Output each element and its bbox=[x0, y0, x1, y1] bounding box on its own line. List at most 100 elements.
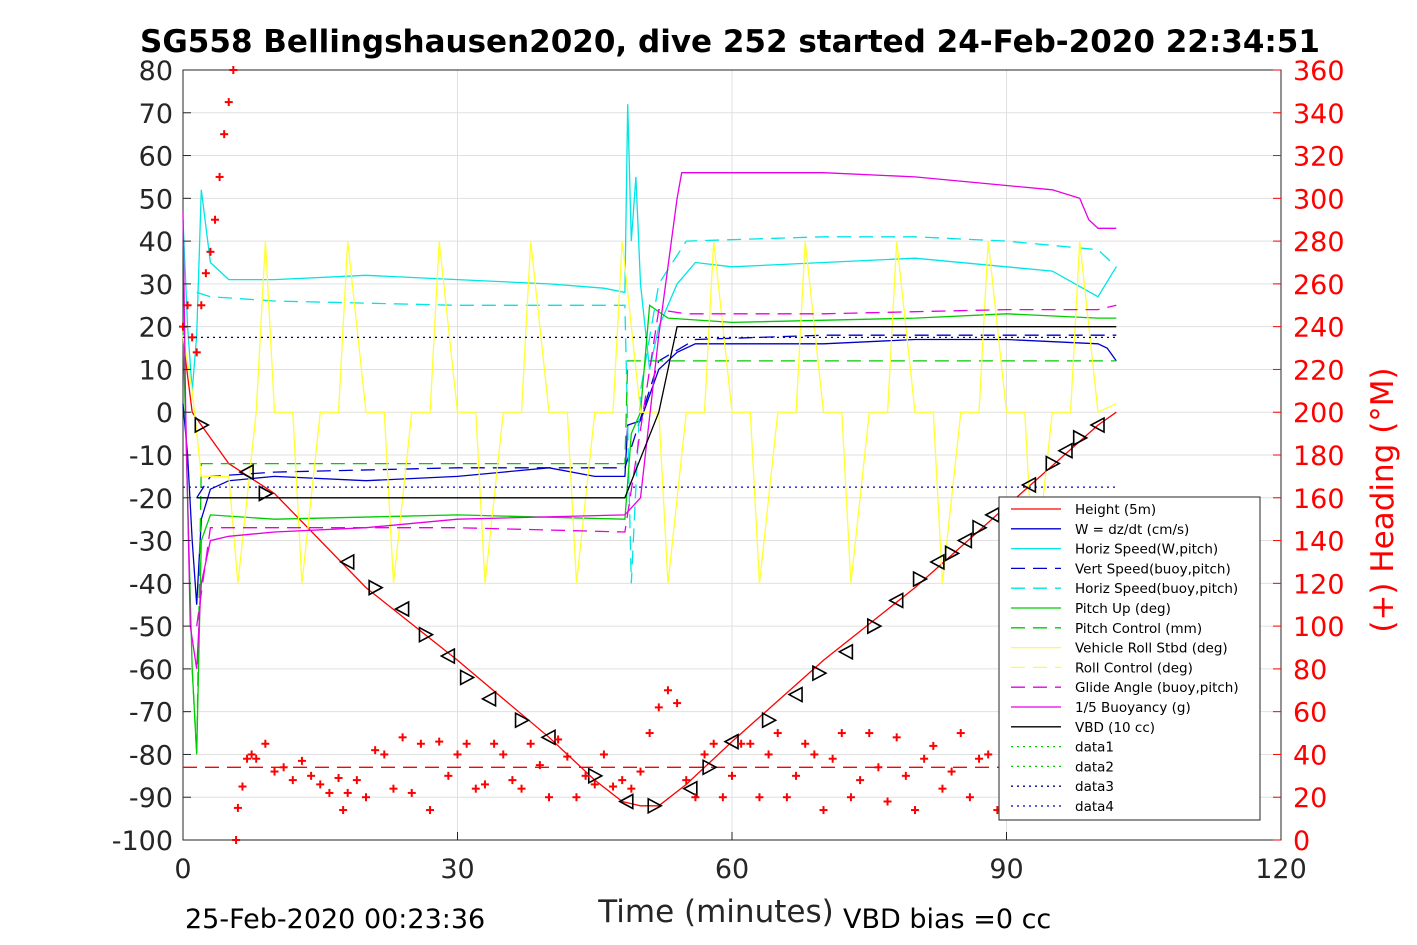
heading-point bbox=[764, 750, 773, 759]
y2-tick-label: 360 bbox=[1293, 56, 1345, 87]
x-tick-label: 90 bbox=[989, 854, 1023, 885]
y2-axis-label: (+) Heading (°M) bbox=[1365, 367, 1401, 632]
heading-point bbox=[618, 776, 627, 785]
heading-point bbox=[453, 750, 462, 759]
legend-label: VBD (10 cc) bbox=[1075, 720, 1155, 736]
heading-point bbox=[201, 269, 210, 278]
series-layer bbox=[182, 104, 1117, 807]
vbd-marker bbox=[514, 711, 531, 729]
heading-point bbox=[297, 756, 306, 765]
heading-point bbox=[883, 797, 892, 806]
heading-point bbox=[965, 793, 974, 802]
heading-point bbox=[398, 733, 407, 742]
heading-point bbox=[279, 763, 288, 772]
heading-point bbox=[339, 806, 348, 815]
heading-point bbox=[892, 733, 901, 742]
heading-point bbox=[232, 836, 241, 844]
legend-label: Horiz Speed(W,pitch) bbox=[1075, 542, 1218, 558]
y2-tick-label: 20 bbox=[1293, 783, 1327, 814]
legend-label: Pitch Up (deg) bbox=[1075, 601, 1171, 617]
vbd-marker bbox=[393, 600, 410, 618]
heading-point bbox=[801, 739, 810, 748]
heading-point bbox=[252, 754, 261, 763]
heading-point bbox=[243, 754, 252, 763]
heading-point bbox=[837, 729, 846, 738]
legend-label: data4 bbox=[1075, 799, 1114, 815]
heading-point bbox=[599, 750, 608, 759]
heading-point bbox=[183, 301, 192, 310]
heading-point bbox=[782, 793, 791, 802]
heading-point bbox=[229, 66, 238, 74]
heading-point bbox=[444, 771, 453, 780]
y2-tick-label: 80 bbox=[1293, 655, 1327, 686]
heading-point bbox=[938, 784, 947, 793]
heading-point bbox=[810, 750, 819, 759]
vbd-markers-layer bbox=[194, 416, 1105, 815]
y-tick-label: 30 bbox=[139, 270, 173, 301]
vbd-marker bbox=[1045, 455, 1061, 472]
heading-point bbox=[238, 782, 247, 791]
y2-tick-label: 140 bbox=[1293, 527, 1345, 558]
heading-point bbox=[773, 729, 782, 738]
x-tick-label: 0 bbox=[174, 854, 191, 885]
legend-label: data2 bbox=[1075, 759, 1114, 775]
footer-vbd-bias: VBD bias =0 cc bbox=[843, 904, 1051, 935]
heading-point bbox=[261, 739, 270, 748]
vbd-marker bbox=[944, 545, 961, 562]
heading-point bbox=[192, 348, 201, 357]
heading-point bbox=[609, 782, 618, 791]
heading-point bbox=[819, 806, 828, 815]
y-tick-label: 20 bbox=[139, 313, 173, 344]
heading-point bbox=[691, 793, 700, 802]
heading-point bbox=[828, 754, 837, 763]
heading-point bbox=[535, 761, 544, 770]
series-vehicle-roll-stbd-deg bbox=[182, 241, 1117, 584]
heading-point bbox=[307, 771, 316, 780]
legend-label: Horiz Speed(buoy,pitch) bbox=[1075, 581, 1238, 597]
vbd-marker bbox=[723, 733, 739, 750]
heading-point bbox=[874, 763, 883, 772]
heading-point bbox=[407, 788, 416, 797]
heading-point bbox=[709, 739, 718, 748]
heading-point bbox=[911, 806, 919, 815]
vbd-marker bbox=[540, 728, 556, 746]
y2-tick-label: 200 bbox=[1293, 398, 1345, 429]
heading-point bbox=[490, 739, 499, 748]
heading-point bbox=[929, 741, 938, 750]
vbd-marker bbox=[761, 711, 778, 729]
heading-point bbox=[380, 750, 389, 759]
y-tick-label: 10 bbox=[139, 355, 173, 386]
series-pitch-control-mm bbox=[191, 360, 1117, 755]
legend-label: Vehicle Roll Stbd (deg) bbox=[1075, 641, 1228, 657]
y-tick-label: -70 bbox=[129, 698, 173, 729]
legend-label: 1/5 Buoyancy (g) bbox=[1075, 700, 1191, 716]
vbd-marker bbox=[972, 519, 988, 537]
vbd-marker bbox=[837, 643, 854, 661]
y-axis-left: 80 70 60 50 40 30 20 10 0 -10 -20 -30 -40 -50 -60 -70 -8… bbox=[112, 56, 191, 857]
y2-tick-label: 320 bbox=[1293, 142, 1345, 173]
heading-point bbox=[947, 767, 956, 776]
vbd-marker bbox=[647, 797, 663, 815]
y-tick-label: -100 bbox=[112, 826, 173, 857]
legend: Height (5m) W = dz/dt (cm/s) Horiz Speed(W… bbox=[998, 496, 1261, 821]
x-tick-label: 30 bbox=[440, 854, 474, 885]
heading-point bbox=[700, 750, 709, 759]
vbd-marker bbox=[459, 669, 476, 686]
vbd-marker bbox=[418, 626, 435, 644]
x-tick-label: 120 bbox=[1255, 854, 1307, 885]
vbd-marker bbox=[702, 758, 718, 776]
heading-point bbox=[755, 793, 764, 802]
y2-tick-label: 180 bbox=[1293, 441, 1345, 472]
series-w-dz-dt-cm-s bbox=[182, 338, 1117, 605]
y-tick-label: -60 bbox=[129, 655, 173, 686]
heading-point bbox=[975, 754, 984, 763]
heading-point bbox=[233, 803, 242, 812]
vbd-marker bbox=[888, 592, 904, 609]
heading-point bbox=[508, 776, 517, 785]
heading-point bbox=[737, 739, 746, 748]
heading-point bbox=[220, 130, 229, 139]
series-horiz-speed-w-pitch bbox=[182, 104, 1117, 391]
heading-point bbox=[956, 729, 965, 738]
legend-label: data3 bbox=[1075, 779, 1114, 795]
y2-tick-label: 220 bbox=[1293, 355, 1345, 386]
